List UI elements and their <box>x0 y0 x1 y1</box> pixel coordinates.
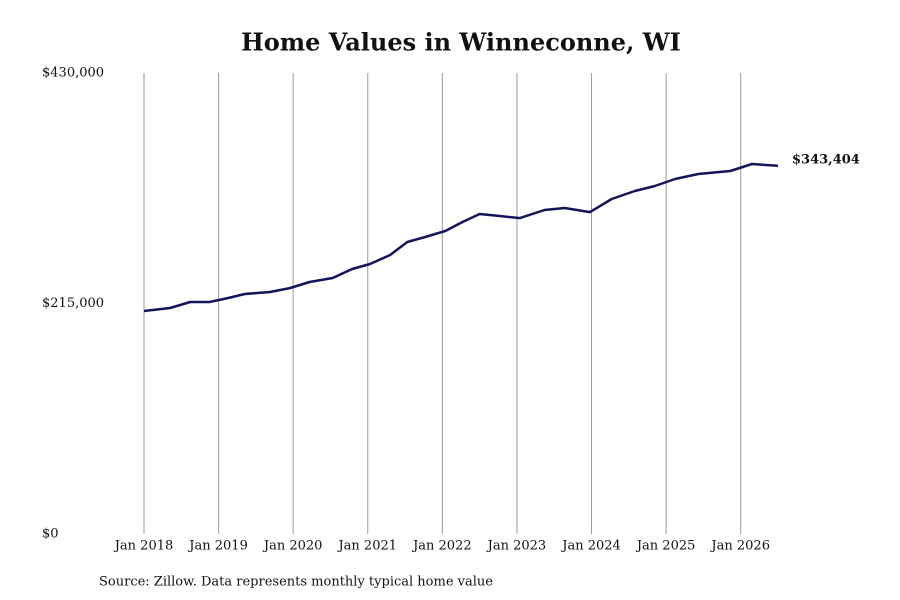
x-tick-label: Jan 2023 <box>486 539 547 554</box>
source-note: Source: Zillow. Data represents monthly … <box>99 575 493 590</box>
end-value-label: $343,404 <box>792 152 860 167</box>
x-tick-label: Jan 2022 <box>411 539 472 554</box>
x-tick-label: Jan 2019 <box>187 539 248 554</box>
x-tick-label: Jan 2026 <box>709 539 770 554</box>
data-line <box>143 162 779 313</box>
x-tick-label: Jan 2018 <box>113 539 174 554</box>
x-tick-label: Jan 2020 <box>262 539 323 554</box>
y-tick-label: $0 <box>42 527 59 542</box>
y-tick-label: $215,000 <box>42 296 104 311</box>
x-tick-label: Jan 2021 <box>336 539 397 554</box>
chart-title: Home Values in Winneconne, WI <box>241 28 681 57</box>
x-tick-label: Jan 2025 <box>635 539 696 554</box>
x-tick-label: Jan 2024 <box>560 539 621 554</box>
y-tick-label: $430,000 <box>42 66 104 81</box>
